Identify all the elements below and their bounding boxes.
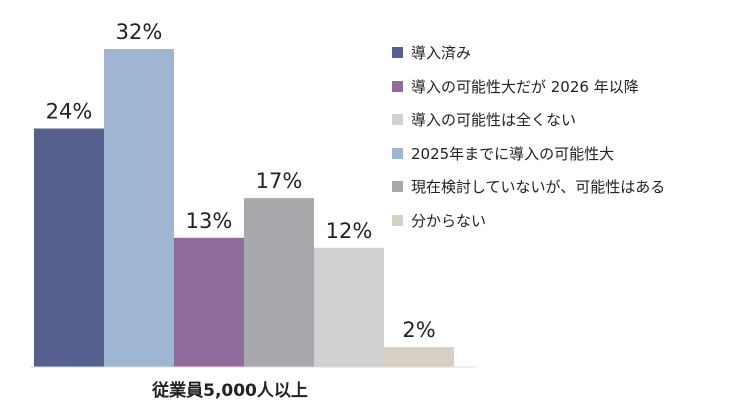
legend-swatch (392, 47, 403, 59)
legend-label: 分からない (411, 211, 487, 230)
legend-label: 導入の可能性は全くない (411, 111, 577, 130)
legend: 導入済み導入の可能性大だが 2026 年以降 導入の可能性は全くない 2025年まで… (392, 36, 665, 237)
legend-item: 導入済み (392, 36, 665, 70)
legend-item: 2025年までに導入の可能性大 (392, 137, 665, 171)
legend-item: 現在検討していないが、可能性はある (392, 170, 665, 204)
legend-swatch (392, 80, 403, 92)
bar-5 (314, 247, 384, 367)
bar-value-label: 2% (402, 318, 435, 342)
legend-item: 分からない (392, 204, 665, 238)
legend-swatch (392, 114, 403, 126)
legend-swatch (392, 214, 403, 226)
legend-label: 2025年までに導入の可能性大 (411, 144, 615, 163)
legend-item: 導入の可能性は全くない (392, 103, 665, 137)
x-category-label: 従業員5,000人以上 (151, 380, 308, 401)
value-labels: 24% 32% 13% 17% 12% 2% (46, 20, 436, 342)
legend-swatch (392, 181, 403, 193)
legend-swatch (392, 147, 403, 159)
bar-value-label: 24% (46, 100, 93, 124)
bars (34, 49, 454, 367)
bar-value-label: 12% (326, 219, 373, 243)
legend-label: 導入済み (411, 44, 472, 63)
legend-item: 導入の可能性大だが 2026 年以降 (392, 70, 665, 104)
bar-2 (104, 49, 174, 367)
bar-value-label: 13% (186, 209, 233, 233)
bar-1 (34, 128, 104, 367)
legend-label: 導入の可能性大だが 2026 年以降 (411, 77, 639, 96)
legend-label: 現在検討していないが、可能性はある (411, 178, 666, 197)
bar-value-label: 32% (116, 20, 163, 44)
bar-3 (174, 237, 244, 367)
bar-4 (244, 198, 314, 367)
bar-6 (384, 347, 454, 367)
bar-value-label: 17% (256, 169, 303, 193)
